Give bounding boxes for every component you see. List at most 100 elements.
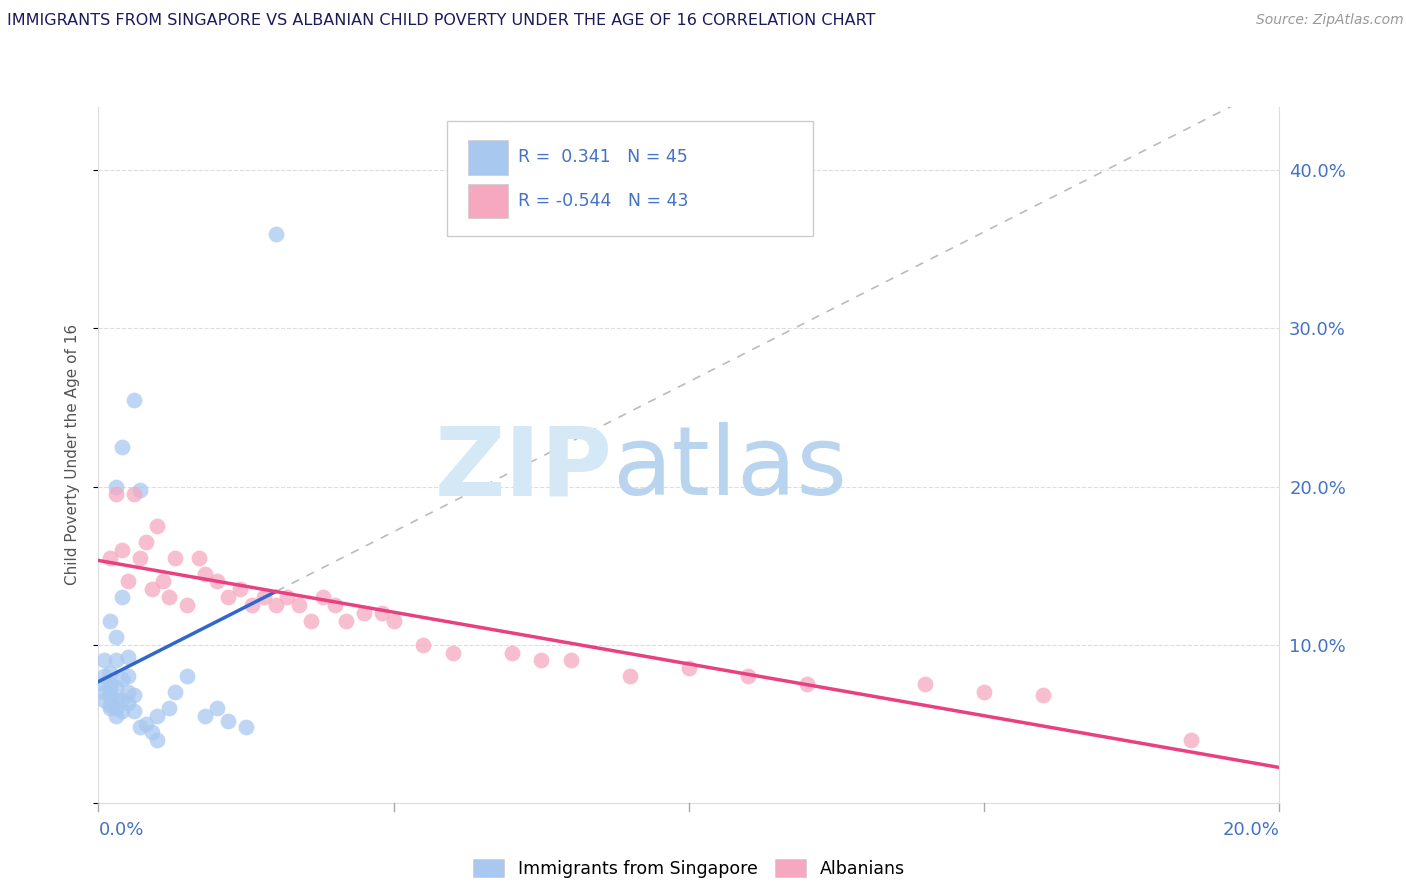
Point <box>146 519 169 533</box>
Text: R =  0.341   N = 45: R = 0.341 N = 45 <box>517 148 688 166</box>
Point <box>382 614 405 628</box>
Point <box>93 677 115 691</box>
Text: IMMIGRANTS FROM SINGAPORE VS ALBANIAN CHILD POVERTY UNDER THE AGE OF 16 CORRELAT: IMMIGRANTS FROM SINGAPORE VS ALBANIAN CH… <box>7 13 876 29</box>
Point <box>157 591 180 605</box>
Point <box>737 669 759 683</box>
Point <box>176 598 198 612</box>
Point <box>412 638 434 652</box>
Text: ZIP: ZIP <box>434 422 612 516</box>
Point <box>973 685 995 699</box>
Point <box>98 550 121 565</box>
Point <box>93 693 115 707</box>
Point <box>157 701 180 715</box>
Point <box>98 614 121 628</box>
Point <box>276 591 298 605</box>
Point <box>98 677 121 691</box>
Point <box>187 550 209 565</box>
Point <box>146 708 169 723</box>
Point <box>135 534 157 549</box>
Point <box>98 698 121 712</box>
Point <box>128 483 150 497</box>
Point <box>135 716 157 731</box>
Point <box>619 669 641 683</box>
Point <box>122 688 145 702</box>
Point <box>796 677 818 691</box>
Point <box>122 704 145 718</box>
Point <box>111 704 134 718</box>
Point <box>1180 732 1202 747</box>
Point <box>98 681 121 696</box>
Point <box>323 598 346 612</box>
Point <box>117 696 139 710</box>
Point <box>105 487 128 501</box>
Point <box>105 681 128 695</box>
Point <box>117 650 139 665</box>
Text: 0.0%: 0.0% <box>98 821 143 838</box>
Point <box>165 685 187 699</box>
Point <box>111 440 134 454</box>
Legend: Immigrants from Singapore, Albanians: Immigrants from Singapore, Albanians <box>465 852 912 885</box>
Point <box>122 392 145 407</box>
Point <box>335 614 357 628</box>
Point <box>105 479 128 493</box>
Point <box>288 598 311 612</box>
Y-axis label: Child Poverty Under the Age of 16: Child Poverty Under the Age of 16 <box>65 325 80 585</box>
Point <box>117 685 139 699</box>
Point <box>299 614 322 628</box>
Point <box>141 724 163 739</box>
Point <box>111 693 134 707</box>
Point <box>371 606 394 620</box>
Point <box>194 566 217 581</box>
Point <box>105 630 128 644</box>
Point <box>111 542 134 557</box>
Point <box>141 582 163 597</box>
Point <box>117 574 139 589</box>
Point <box>530 653 553 667</box>
Point <box>194 708 217 723</box>
Point <box>122 487 145 501</box>
Point <box>217 591 239 605</box>
Point <box>165 550 187 565</box>
Point <box>501 646 523 660</box>
Point <box>128 720 150 734</box>
FancyBboxPatch shape <box>468 140 508 175</box>
Point <box>253 591 276 605</box>
Point <box>353 606 375 620</box>
Point <box>93 653 115 667</box>
Point <box>914 677 936 691</box>
Point <box>128 550 150 565</box>
Point <box>105 693 128 707</box>
Point <box>105 653 128 667</box>
Point <box>152 574 174 589</box>
Text: 20.0%: 20.0% <box>1223 821 1279 838</box>
Point <box>176 669 198 683</box>
Text: Source: ZipAtlas.com: Source: ZipAtlas.com <box>1256 13 1403 28</box>
Point <box>93 685 115 699</box>
Point <box>312 591 335 605</box>
Point <box>111 673 134 687</box>
Point <box>264 227 287 241</box>
FancyBboxPatch shape <box>447 121 813 235</box>
Point <box>93 669 115 683</box>
Point <box>678 661 700 675</box>
Point <box>264 598 287 612</box>
Point <box>98 666 121 681</box>
Point <box>441 646 464 660</box>
Point <box>98 701 121 715</box>
Point <box>205 574 228 589</box>
Point <box>105 708 128 723</box>
Point <box>117 669 139 683</box>
Point <box>146 732 169 747</box>
Point <box>1032 688 1054 702</box>
Point <box>205 701 228 715</box>
Point <box>98 688 121 702</box>
Point <box>240 598 263 612</box>
Point <box>560 653 582 667</box>
Text: atlas: atlas <box>612 422 848 516</box>
Text: R = -0.544   N = 43: R = -0.544 N = 43 <box>517 192 688 210</box>
Point <box>217 714 239 728</box>
FancyBboxPatch shape <box>468 185 508 219</box>
Point <box>105 701 128 715</box>
Point <box>229 582 252 597</box>
Point <box>111 591 134 605</box>
